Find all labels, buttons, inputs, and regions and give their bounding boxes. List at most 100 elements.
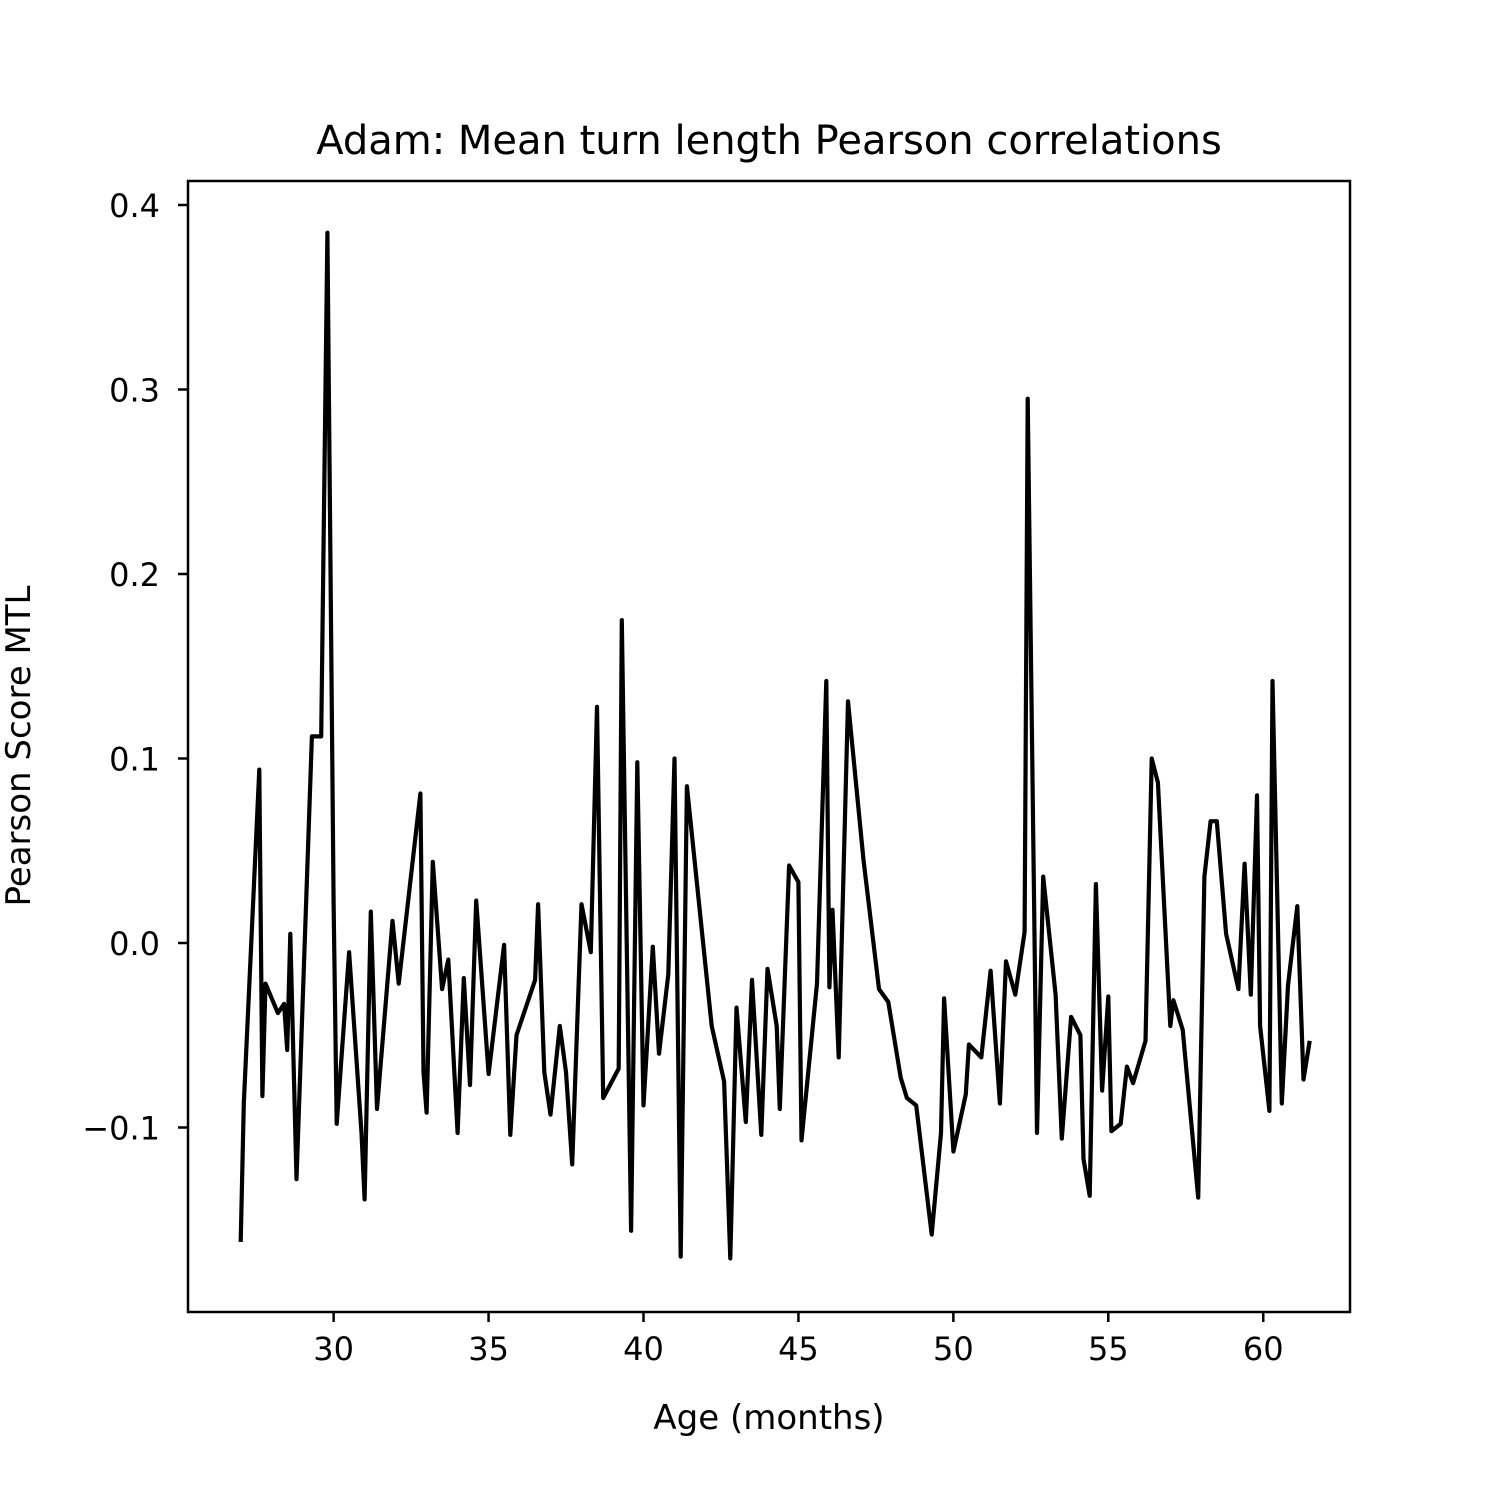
data-point bbox=[1196, 1196, 1200, 1200]
data-point bbox=[824, 679, 828, 683]
data-point bbox=[508, 1133, 512, 1137]
data-point bbox=[1004, 959, 1008, 963]
data-point bbox=[750, 978, 754, 982]
data-point bbox=[239, 1240, 243, 1244]
data-point bbox=[666, 972, 670, 976]
y-tick-label: 0.4 bbox=[109, 187, 160, 225]
data-point bbox=[905, 1096, 909, 1100]
data-point bbox=[1168, 1024, 1172, 1028]
data-point bbox=[1026, 397, 1030, 401]
data-point bbox=[617, 1067, 621, 1071]
data-point bbox=[815, 982, 819, 986]
data-point bbox=[595, 705, 599, 709]
data-point bbox=[766, 967, 770, 971]
y-tick-label: 0.2 bbox=[109, 556, 160, 594]
data-point bbox=[347, 950, 351, 954]
data-point bbox=[998, 1102, 1002, 1106]
data-point bbox=[1202, 875, 1206, 879]
data-point bbox=[397, 982, 401, 986]
data-point bbox=[759, 1133, 763, 1137]
data-point bbox=[1041, 875, 1045, 879]
data-point bbox=[580, 902, 584, 906]
data-point bbox=[673, 757, 677, 761]
data-point bbox=[1150, 757, 1154, 761]
data-point bbox=[288, 932, 292, 936]
data-point bbox=[335, 1122, 339, 1126]
data-point bbox=[657, 1052, 661, 1056]
data-point bbox=[629, 1229, 633, 1233]
data-point bbox=[642, 1103, 646, 1107]
data-point bbox=[319, 734, 323, 738]
data-point bbox=[796, 880, 800, 884]
x-axis-label: Age (months) bbox=[653, 1398, 884, 1438]
data-point bbox=[679, 1255, 683, 1259]
data-point bbox=[1088, 1194, 1092, 1198]
chart-title: Adam: Mean turn length Pearson correlati… bbox=[316, 118, 1222, 164]
data-point bbox=[425, 1111, 429, 1115]
data-point bbox=[620, 618, 624, 622]
data-point bbox=[1013, 993, 1017, 997]
x-tick-label: 55 bbox=[1088, 1330, 1129, 1368]
data-point bbox=[914, 1103, 918, 1107]
data-point bbox=[685, 784, 689, 788]
data-point bbox=[1181, 1028, 1185, 1032]
data-point bbox=[282, 1002, 286, 1006]
data-point bbox=[1249, 993, 1253, 997]
x-tick-label: 60 bbox=[1243, 1330, 1284, 1368]
data-point bbox=[391, 919, 395, 923]
data-point bbox=[564, 1070, 568, 1074]
data-point bbox=[1258, 1024, 1262, 1028]
data-point bbox=[422, 1070, 426, 1074]
x-tick-label: 30 bbox=[313, 1330, 354, 1368]
y-tick-label: 0.3 bbox=[109, 371, 160, 409]
data-point bbox=[1119, 1122, 1123, 1126]
data-point bbox=[1078, 1033, 1082, 1037]
data-point bbox=[862, 858, 866, 862]
data-point bbox=[418, 792, 422, 796]
data-point bbox=[1243, 862, 1247, 866]
data-point bbox=[264, 982, 268, 986]
data-point bbox=[1125, 1065, 1129, 1069]
plot-frame bbox=[186, 179, 1352, 1314]
data-point bbox=[1302, 1078, 1306, 1082]
data-point bbox=[558, 1024, 562, 1028]
data-point bbox=[549, 1113, 553, 1117]
data-point bbox=[827, 985, 831, 989]
data-point bbox=[536, 902, 540, 906]
data-point bbox=[967, 1043, 971, 1047]
y-tick-label: 0.1 bbox=[109, 740, 160, 778]
data-point bbox=[446, 958, 450, 962]
data-point bbox=[1236, 987, 1240, 991]
y-tick-label: −0.1 bbox=[82, 1109, 160, 1147]
x-tick-label: 45 bbox=[778, 1330, 819, 1368]
data-point bbox=[1082, 1157, 1086, 1161]
x-axis-ticks: 30 35 40 45 50 55 60 bbox=[313, 1312, 1284, 1368]
data-point bbox=[542, 1070, 546, 1074]
data-point bbox=[1255, 793, 1259, 797]
data-point bbox=[744, 1120, 748, 1124]
data-point bbox=[474, 899, 478, 903]
data-point bbox=[260, 1094, 264, 1098]
data-point bbox=[1171, 998, 1175, 1002]
data-point bbox=[930, 1233, 934, 1237]
data-point bbox=[846, 699, 850, 703]
data-point bbox=[533, 978, 537, 982]
data-point bbox=[1286, 983, 1290, 987]
data-point bbox=[487, 1072, 491, 1076]
data-point bbox=[939, 1131, 943, 1135]
data-point bbox=[276, 1011, 280, 1015]
data-point bbox=[431, 860, 435, 864]
data-point bbox=[360, 1131, 364, 1135]
data-point bbox=[837, 1055, 841, 1059]
data-point bbox=[778, 1107, 782, 1111]
data-point bbox=[1069, 1015, 1073, 1019]
data-point bbox=[635, 760, 639, 764]
data-point bbox=[363, 1198, 367, 1202]
y-axis-ticks: −0.1 0.0 0.1 0.2 0.3 0.4 bbox=[82, 187, 188, 1147]
data-point bbox=[722, 1079, 726, 1083]
data-point bbox=[369, 910, 373, 914]
data-point bbox=[332, 900, 336, 904]
data-point bbox=[877, 987, 881, 991]
